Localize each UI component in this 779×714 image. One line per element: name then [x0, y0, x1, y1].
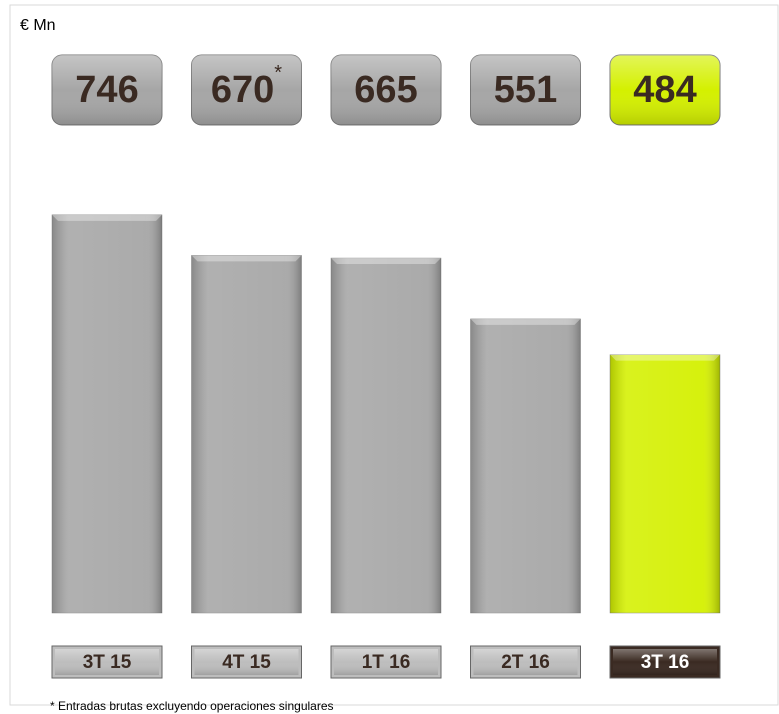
- bar-bevel: [52, 214, 162, 221]
- bar-shade: [331, 258, 441, 613]
- unit-label: € Mn: [20, 17, 56, 34]
- x-tick-label: 2T 16: [501, 652, 550, 673]
- bar-shade: [191, 255, 302, 613]
- bar-bevel: [610, 354, 720, 361]
- frame: [9, 4, 779, 706]
- category-box-gloss: [473, 649, 578, 675]
- value-box-gloss: [470, 55, 581, 125]
- value-box-gloss: [52, 55, 162, 125]
- value-label: 484: [633, 69, 696, 111]
- bar-bevel: [331, 258, 441, 265]
- category-box-gloss: [194, 649, 299, 675]
- bar-bevel: [191, 255, 302, 262]
- x-tick-label: 1T 16: [362, 652, 411, 673]
- bar-shade: [52, 214, 162, 613]
- footnote: * Entradas brutas excluyendo operaciones…: [50, 699, 334, 713]
- bar-shade: [610, 354, 720, 613]
- x-tick-label: 3T 16: [641, 652, 690, 673]
- bar-shade: [470, 318, 581, 613]
- category-box-gloss: [55, 649, 159, 675]
- value-box-gloss: [610, 55, 720, 125]
- value-box-gloss: [191, 55, 302, 125]
- value-label: 551: [494, 69, 557, 111]
- x-tick-label: 4T 15: [222, 652, 271, 673]
- value-label: 665: [354, 69, 417, 111]
- x-tick-label: 3T 15: [83, 652, 132, 673]
- category-box-gloss: [613, 649, 717, 675]
- category-box-gloss: [334, 649, 438, 675]
- value-label: 746: [75, 69, 138, 111]
- value-label: 670*: [211, 62, 282, 111]
- bar-bevel: [470, 318, 581, 325]
- value-box-gloss: [331, 55, 441, 125]
